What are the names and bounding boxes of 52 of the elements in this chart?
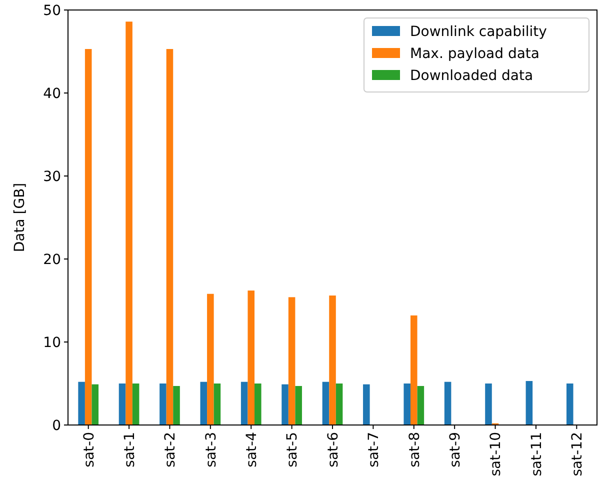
bar: [363, 384, 370, 425]
x-tick-label: sat-12: [570, 432, 586, 476]
bar: [444, 382, 452, 425]
bar: [207, 294, 214, 425]
bar: [566, 384, 574, 425]
bar: [166, 49, 174, 425]
bar: [214, 384, 221, 425]
y-axis-title: Data [GB]: [12, 182, 28, 252]
x-tick-label: sat-1: [122, 432, 138, 468]
bar: [173, 386, 180, 425]
x-tick-label: sat-5: [284, 432, 301, 468]
bar: [417, 386, 424, 425]
x-tick-label: sat-6: [325, 432, 342, 468]
bar: [485, 384, 492, 425]
bar: [329, 296, 336, 425]
bar: [126, 22, 132, 425]
bar: [526, 381, 533, 425]
bar: [254, 384, 262, 425]
bar: [404, 384, 410, 425]
legend-label: Max. payload data: [410, 46, 540, 62]
bar: [322, 382, 330, 425]
x-tick-label: sat-8: [406, 432, 423, 468]
bar: [288, 297, 296, 425]
y-tick-label: 20: [43, 252, 61, 268]
legend-label: Downlink capability: [410, 24, 547, 40]
bar: [295, 386, 302, 425]
bar: [336, 384, 343, 425]
x-tick-label: sat-0: [81, 432, 98, 468]
x-tick-label: sat-2: [162, 432, 179, 468]
y-tick-label: 30: [43, 168, 61, 185]
bar: [132, 384, 140, 425]
bar: [410, 315, 418, 425]
bar: [200, 382, 208, 425]
x-tick-label: sat-3: [203, 432, 220, 468]
bar: [160, 384, 166, 425]
x-tick-label: sat-7: [366, 432, 382, 468]
y-tick-label: 50: [43, 2, 61, 19]
bar: [92, 384, 99, 425]
bar: [282, 384, 288, 425]
bar: [84, 49, 92, 425]
y-tick-label: 40: [43, 86, 61, 102]
x-tick-label: sat-10: [488, 432, 504, 476]
bar: [118, 384, 126, 425]
legend-label: Downloaded data: [410, 68, 534, 84]
x-tick-label: sat-11: [528, 432, 545, 476]
bar: [78, 382, 85, 425]
y-tick-label: 10: [43, 334, 61, 351]
y-tick-label: 0: [52, 418, 61, 434]
bar: [240, 382, 248, 425]
x-tick-label: sat-9: [447, 432, 464, 468]
x-tick-label: sat-4: [244, 432, 260, 468]
bar: [248, 290, 255, 425]
